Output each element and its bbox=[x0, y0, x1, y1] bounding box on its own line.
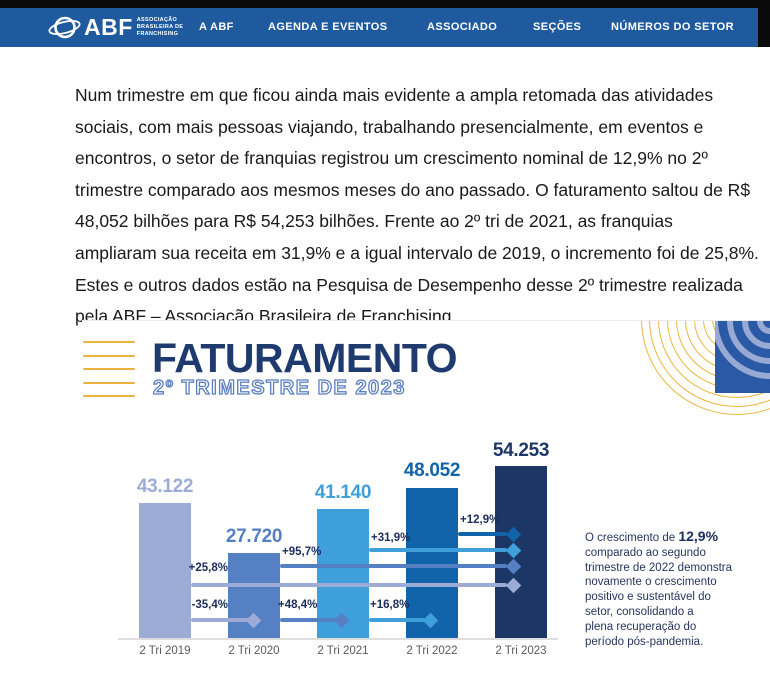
pct-2019-to-2023: +25,8% bbox=[188, 562, 228, 574]
article-line: 48,052 bilhões para R$ 54,253 bilhões. F… bbox=[75, 211, 673, 232]
infographic-title: FATURAMENTO bbox=[152, 335, 458, 381]
logo-abbr: ABF bbox=[84, 14, 133, 40]
decorative-arc bbox=[715, 321, 770, 379]
decorative-line bbox=[83, 395, 135, 397]
top-black-strip bbox=[0, 0, 770, 8]
abf-logo[interactable]: ABF ASSOCIAÇÃO BRASILEIRA DE FRANCHISING bbox=[48, 12, 183, 43]
nav-item-secoes[interactable]: SEÇÕES bbox=[533, 21, 582, 33]
x-axis-line bbox=[118, 638, 558, 640]
pct-2020-to-2021: +48,4% bbox=[278, 599, 318, 611]
value-label-2022: 48.052 bbox=[403, 460, 461, 481]
nav-item-a-abf[interactable]: A ABF bbox=[199, 21, 234, 33]
decorative-line bbox=[83, 368, 135, 370]
arrow-2020-to-2021 bbox=[280, 618, 336, 622]
note-highlight: 12,9% bbox=[678, 528, 719, 544]
pct-2020-to-2023: +95,7% bbox=[282, 546, 322, 558]
article-line: ampliaram sua receita em 31,9% e a igual… bbox=[75, 242, 759, 263]
value-label-2021: 41.140 bbox=[314, 482, 372, 503]
arrow-2021-to-2022 bbox=[369, 618, 425, 622]
decorative-blue-square bbox=[715, 321, 770, 393]
bar-2tri2019 bbox=[139, 503, 191, 639]
axis-label-2023: 2 Tri 2023 bbox=[495, 645, 547, 657]
growth-note: O crescimento de 12,9% comparado ao segu… bbox=[585, 529, 765, 649]
navbar: ABF ASSOCIAÇÃO BRASILEIRA DE FRANCHISING… bbox=[0, 8, 758, 47]
arrow-2022-to-2023 bbox=[458, 532, 507, 536]
bar-2tri2023 bbox=[495, 466, 547, 639]
article-line: trimestre comparado aos mesmos meses do … bbox=[75, 179, 751, 200]
logo-subtitle: ASSOCIAÇÃO BRASILEIRA DE FRANCHISING bbox=[136, 17, 184, 37]
arrow-2019-to-2020 bbox=[191, 618, 248, 622]
globe-icon bbox=[48, 12, 81, 43]
arrow-2020-to-2023 bbox=[280, 564, 507, 568]
pct-2021-to-2022: +16,8% bbox=[370, 599, 410, 611]
note-line: setor, consolidando a bbox=[585, 605, 694, 618]
nav-right-black-block bbox=[758, 0, 770, 47]
value-label-2023: 54.253 bbox=[492, 440, 550, 461]
arrow-2021-to-2023 bbox=[369, 548, 507, 552]
pct-2021-to-2023: +31,9% bbox=[371, 532, 411, 544]
article-line: sociais, com mais pessoas viajando, trab… bbox=[75, 116, 704, 137]
article-line: Num trimestre em que ficou ainda mais ev… bbox=[75, 85, 714, 105]
axis-label-2021: 2 Tri 2021 bbox=[317, 645, 369, 657]
pct-2019-to-2020: -35,4% bbox=[191, 599, 228, 611]
pct-2022-to-2023: +12,9% bbox=[460, 514, 500, 526]
article-paragraph: Num trimestre em que ficou ainda mais ev… bbox=[75, 80, 767, 333]
decorative-line bbox=[83, 354, 135, 357]
value-label-2019: 43.122 bbox=[136, 476, 194, 497]
decorative-line bbox=[83, 381, 135, 384]
infographic-subtitle: 2º TRIMESTRE DE 2023 bbox=[152, 376, 406, 399]
note-line: plena recuperação do bbox=[585, 620, 697, 633]
value-label-2020: 27.720 bbox=[225, 526, 283, 547]
nav-item-agenda-e-eventos[interactable]: AGENDA E EVENTOS bbox=[268, 21, 388, 33]
axis-label-2019: 2 Tri 2019 bbox=[139, 645, 191, 657]
article-line: Estes e outros dados estão na Pesquisa d… bbox=[75, 274, 743, 295]
decorative-line bbox=[83, 341, 135, 343]
note-line: comparado ao segundo bbox=[585, 546, 706, 559]
nav-item-associado[interactable]: ASSOCIADO bbox=[427, 21, 498, 33]
note-line: positivo e sustentável do bbox=[585, 591, 711, 604]
note-line: O crescimento de 12,9% bbox=[585, 528, 719, 544]
faturamento-infographic: FATURAMENTO 2º TRIMESTRE DE 2023 43.122 … bbox=[82, 320, 770, 697]
note-line: período pós-pandemia. bbox=[585, 635, 704, 648]
axis-label-2020: 2 Tri 2020 bbox=[228, 645, 280, 657]
note-line: trimestre de 2022 demonstra bbox=[585, 561, 733, 574]
axis-label-2022: 2 Tri 2022 bbox=[406, 645, 458, 657]
article-line: encontros, o setor de franquias registro… bbox=[75, 148, 708, 169]
arrow-2019-to-2023 bbox=[191, 583, 507, 587]
note-line: novamente o crescimento bbox=[585, 576, 717, 589]
nav-item-numeros-do-setor[interactable]: NÚMEROS DO SETOR bbox=[611, 21, 734, 33]
